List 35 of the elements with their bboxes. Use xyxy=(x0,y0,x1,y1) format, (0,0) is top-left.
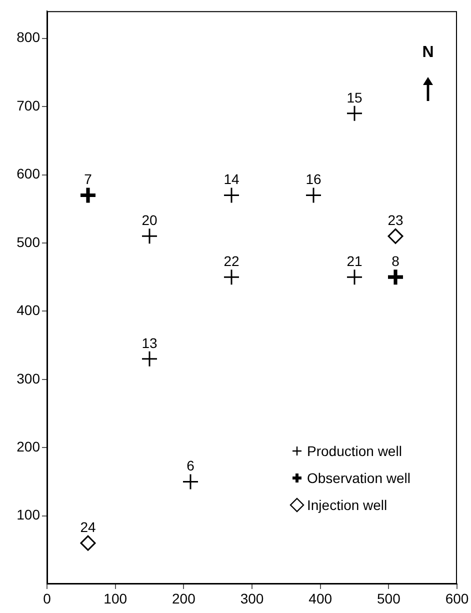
annotation: 24 xyxy=(80,519,96,536)
annotation: 21 xyxy=(346,253,362,270)
annotation: 13 xyxy=(142,334,158,351)
x-tick-label: 500 xyxy=(376,590,401,606)
y-tick-label: 400 xyxy=(16,302,40,318)
point xyxy=(78,186,98,205)
annotation: 20 xyxy=(142,212,158,228)
x-tick-label: 400 xyxy=(308,590,332,606)
annotation: N xyxy=(421,44,435,62)
annotation: 14 xyxy=(224,171,240,188)
y-tick-label: 700 xyxy=(16,97,40,114)
y-tick-label: 600 xyxy=(16,166,40,182)
y-tick-label: 500 xyxy=(16,234,40,250)
legend-label: Injection well xyxy=(307,496,388,513)
x-tick-label: 200 xyxy=(172,590,196,606)
annotation: 16 xyxy=(306,171,322,188)
y-tick-label: 800 xyxy=(16,29,40,46)
y-tick-label: 100 xyxy=(16,506,40,523)
annotation: 6 xyxy=(186,458,195,474)
legend-label: Observation well xyxy=(307,470,410,486)
point xyxy=(80,535,96,551)
annotation: 23 xyxy=(388,212,404,228)
annotation: 15 xyxy=(346,89,362,106)
x-tick-label: 100 xyxy=(104,590,128,606)
y-tick-label: 200 xyxy=(16,438,40,454)
legend-label: Production well xyxy=(307,442,402,459)
x-tick-label: 300 xyxy=(240,590,264,606)
annotation: 7 xyxy=(84,171,92,188)
x-tick-label: 0 xyxy=(43,590,52,606)
x-tick-label: 600 xyxy=(445,590,469,606)
y-tick-label: 300 xyxy=(16,370,40,386)
annotation: 8 xyxy=(392,253,400,270)
annotation: 22 xyxy=(224,253,240,270)
point xyxy=(388,228,404,244)
point xyxy=(386,268,405,286)
